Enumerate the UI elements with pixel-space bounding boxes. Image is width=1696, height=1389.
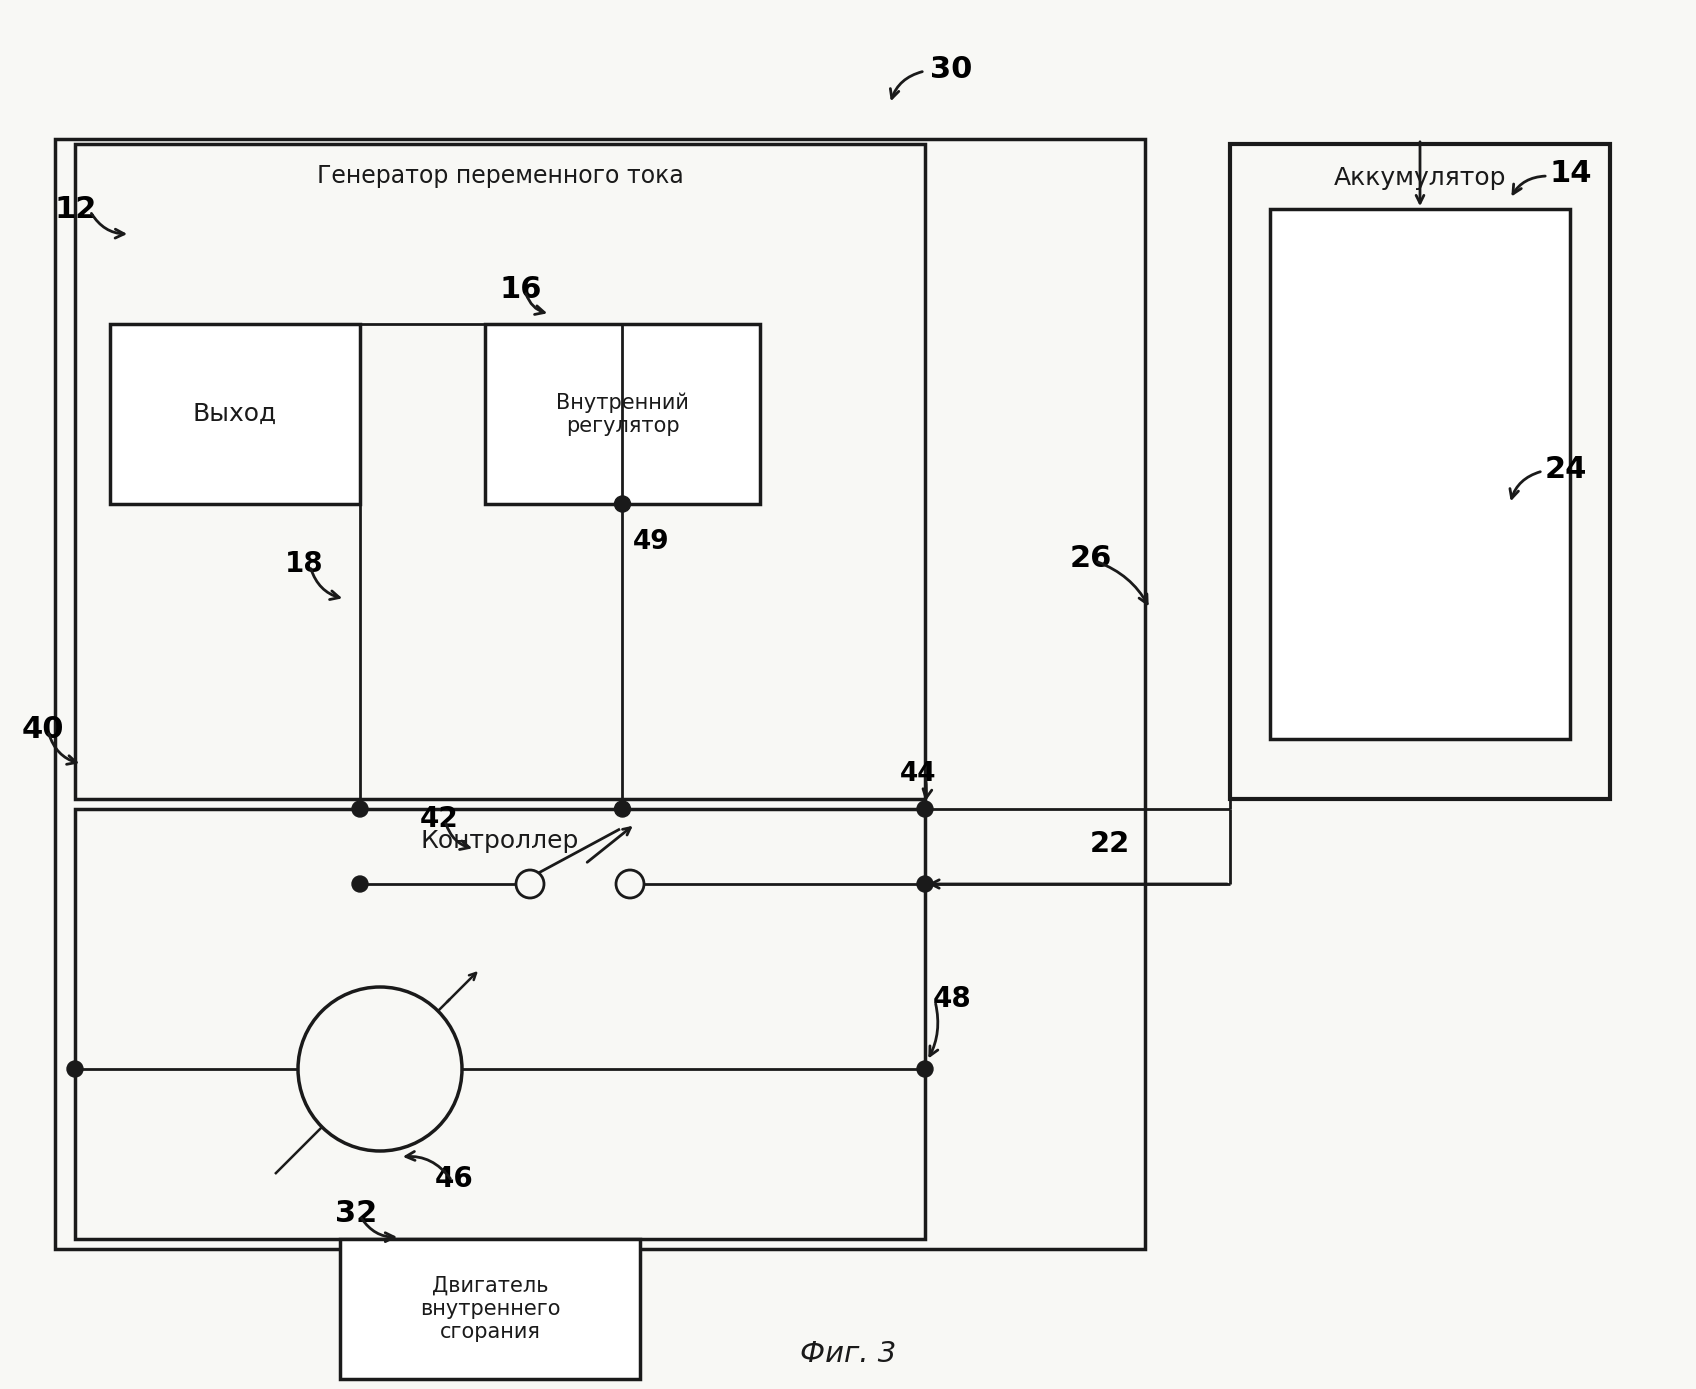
Text: Фиг. 3: Фиг. 3 (801, 1340, 895, 1368)
Text: Выход: Выход (193, 401, 276, 426)
Text: 40: 40 (22, 714, 64, 743)
Bar (485, 324, 760, 504)
Text: −: − (336, 1056, 360, 1083)
Text: Контроллер: Контроллер (421, 829, 580, 853)
Circle shape (918, 1061, 933, 1076)
Text: 46: 46 (434, 1165, 473, 1193)
Text: Аккумулятор: Аккумулятор (1333, 167, 1506, 190)
Text: +: + (407, 1056, 429, 1083)
Text: 14: 14 (1550, 160, 1593, 189)
Circle shape (68, 1061, 83, 1076)
Text: 22: 22 (1091, 831, 1130, 858)
Text: Двигатель
внутреннего
сгорания: Двигатель внутреннего сгорания (419, 1276, 560, 1342)
Bar (1270, 208, 1570, 739)
Circle shape (516, 870, 544, 899)
Text: 30: 30 (929, 54, 972, 83)
Text: 16: 16 (500, 275, 543, 304)
Text: Генератор переменного тока: Генератор переменного тока (317, 164, 683, 188)
Text: 49: 49 (633, 529, 670, 556)
Circle shape (616, 870, 644, 899)
Text: 24: 24 (1545, 454, 1587, 483)
Bar (54, 139, 1145, 1249)
Text: 12: 12 (54, 194, 97, 224)
Circle shape (614, 801, 631, 817)
Circle shape (353, 801, 368, 817)
Bar (339, 1239, 639, 1379)
Text: 48: 48 (933, 985, 972, 1013)
Circle shape (298, 988, 461, 1151)
Text: 32: 32 (336, 1200, 377, 1228)
Text: Внутренний
регулятор: Внутренний регулятор (556, 392, 689, 436)
Circle shape (918, 801, 933, 817)
Circle shape (614, 496, 631, 513)
Bar (110, 324, 360, 504)
Text: 26: 26 (1070, 544, 1113, 574)
Text: 18: 18 (285, 550, 324, 578)
Circle shape (918, 876, 933, 892)
Circle shape (353, 876, 368, 892)
Bar (1230, 144, 1610, 799)
Text: 42: 42 (421, 806, 458, 833)
Bar (75, 808, 924, 1239)
Bar (75, 144, 924, 799)
Text: 44: 44 (901, 761, 936, 788)
